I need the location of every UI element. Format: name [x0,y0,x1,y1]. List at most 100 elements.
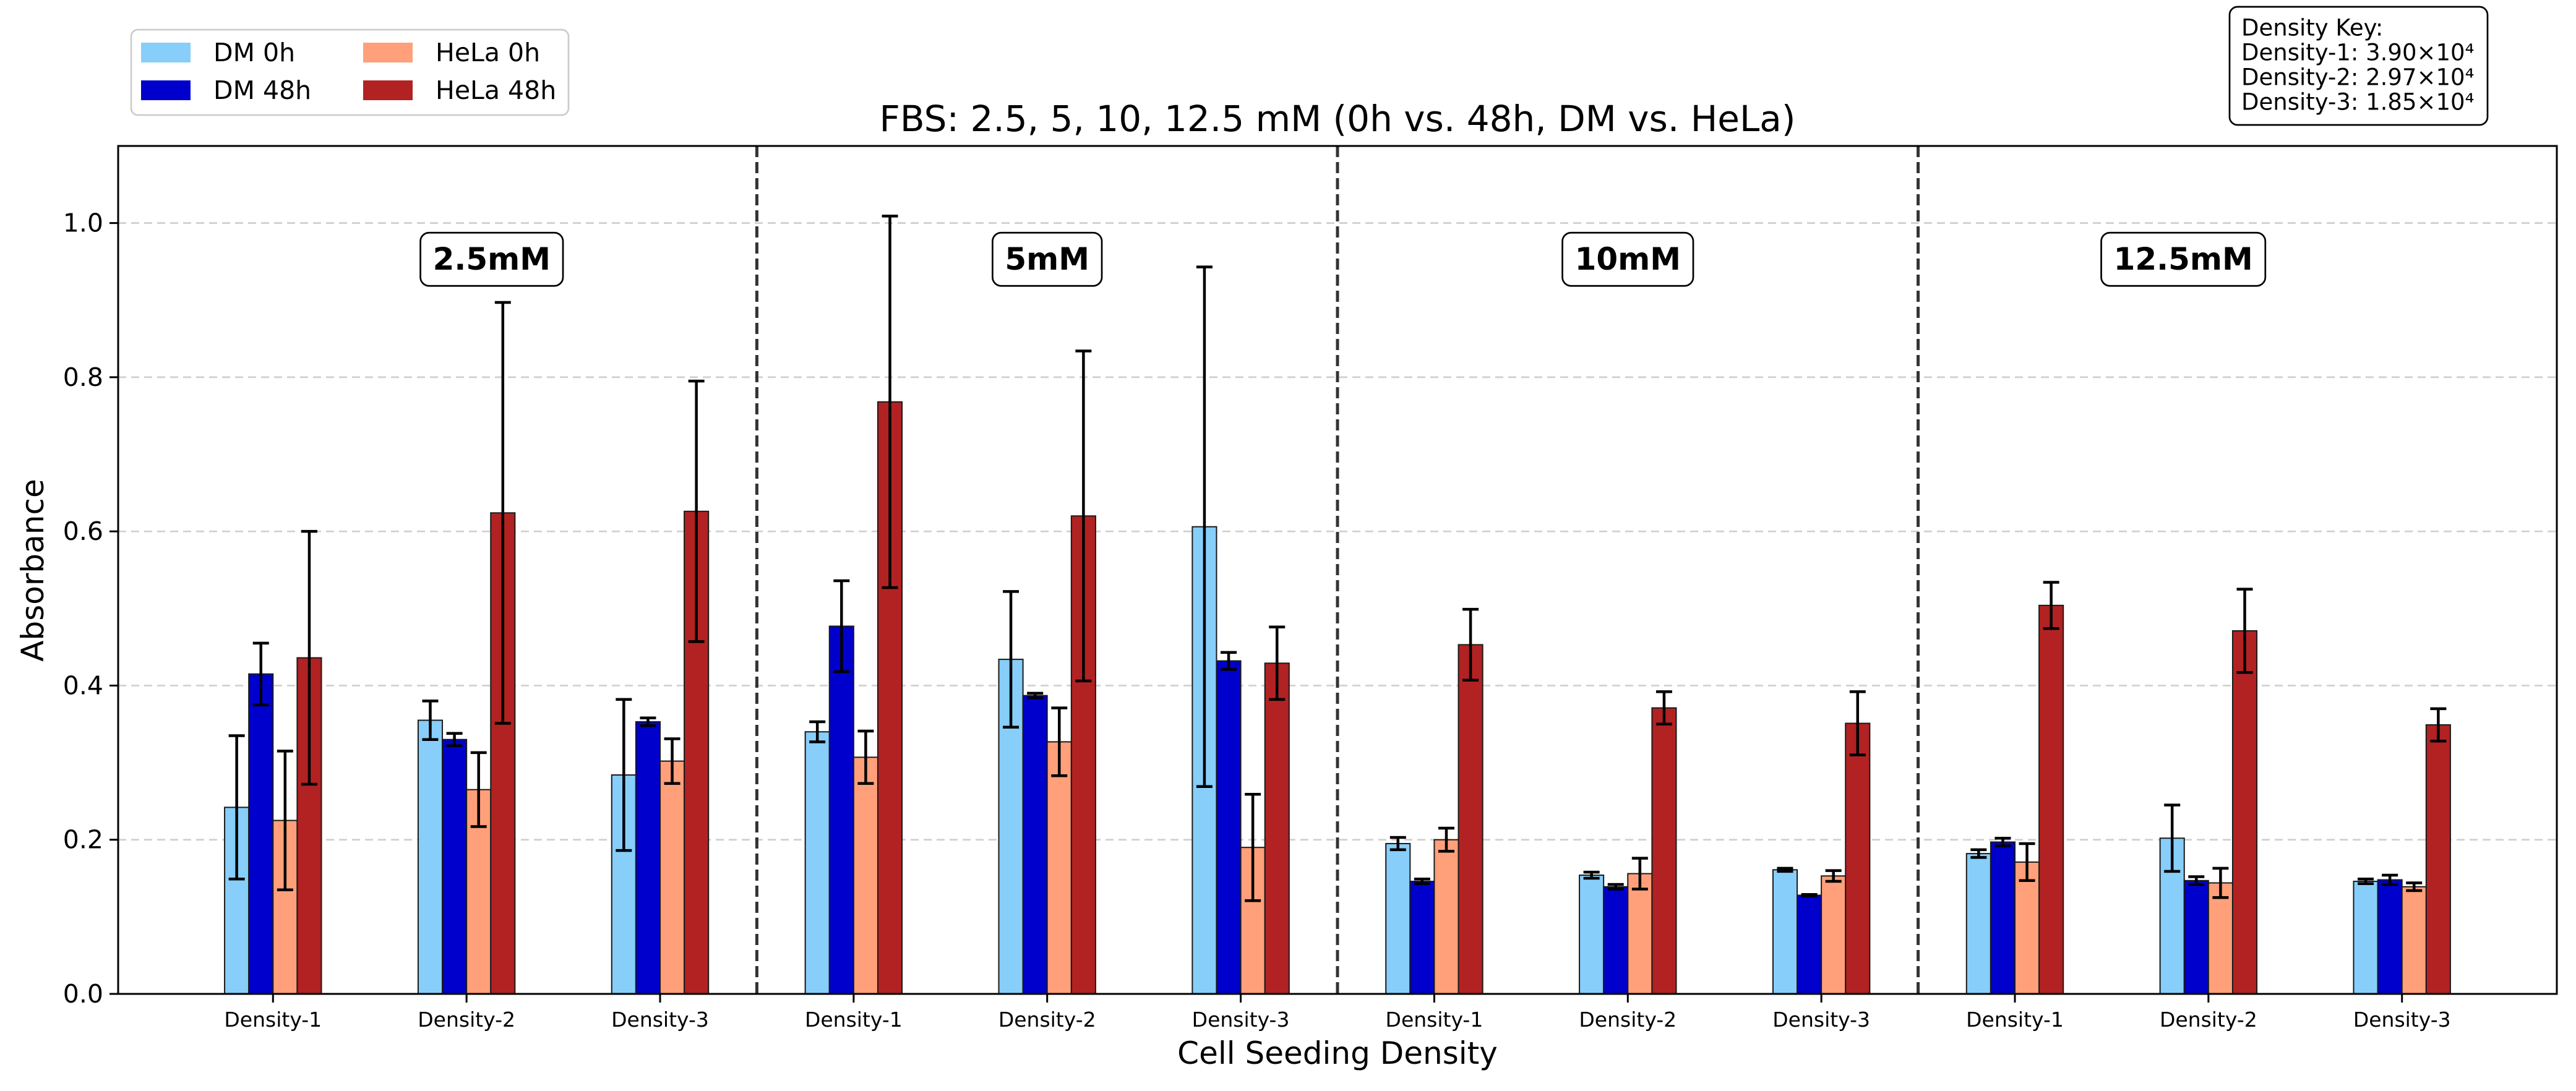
error-bar-hela-48h-12-5mm-density-1 [2043,581,2059,630]
error-bar-hela-0h-2-5mm-density-3 [664,737,680,785]
bar-dm-48h-10mm-density-3 [1797,894,1823,995]
group-label-box [2100,231,2267,287]
error-bar-dm-0h-10mm-density-2 [1583,870,1600,880]
error-bar-hela-0h-12-5mm-density-3 [2406,881,2423,892]
y-tick-label: 0.0 [63,979,103,1009]
error-bar-hela-0h-5mm-density-1 [857,729,874,785]
error-bar-hela-48h-2-5mm-density-1 [301,529,317,786]
group-label-box [992,231,1103,287]
bar-dm-0h-12-5mm-density-3 [2353,881,2379,995]
bar-hela-48h-2-5mm-density-3 [684,510,710,995]
error-bar-dm-0h-2-5mm-density-2 [422,700,439,741]
x-axis-label: Cell Seeding Density [1177,1035,1498,1071]
x-tick-label: Density-3 [2353,1008,2451,1032]
density-key-line: Density-1: 3.90×10⁴ [2241,40,2474,66]
group-dividers [755,146,1920,994]
bar-dm-0h-2-5mm-density-2 [417,719,444,995]
error-bar-dm-0h-2-5mm-density-1 [228,734,245,881]
x-tick-label: Density-3 [1772,1008,1870,1032]
error-bar-hela-0h-2-5mm-density-2 [470,751,487,828]
bar-dm-48h-10mm-density-2 [1603,886,1629,995]
error-bar-hela-0h-12-5mm-density-2 [2212,866,2229,899]
gridlines [118,222,2557,841]
error-bar-dm-48h-5mm-density-1 [833,579,850,674]
legend-item-hela-48h: HeLa 48h [363,75,556,105]
plot-frame [117,145,2558,995]
error-bar-dm-48h-12-5mm-density-2 [2188,875,2205,886]
error-bar-hela-48h-12-5mm-density-2 [2236,588,2253,674]
x-tick-label: Density-1 [1966,1008,2064,1032]
group-label-text: 10mM [1575,241,1681,277]
bar-dm-48h-12-5mm-density-2 [2183,879,2209,995]
group-label-box [1561,231,1694,287]
bar-hela-0h-2-5mm-density-3 [659,760,685,995]
bar-hela-48h-10mm-density-2 [1651,707,1677,995]
bar-hela-0h-10mm-density-3 [1821,875,1847,995]
bar-dm-0h-10mm-density-1 [1385,842,1411,995]
group-label-text: 2.5mM [433,241,551,277]
y-tick-label: 0.6 [63,516,103,546]
error-bar-dm-48h-10mm-density-1 [1414,878,1430,886]
legend-label: DM 48h [213,75,311,105]
error-bar-hela-48h-5mm-density-1 [882,215,898,589]
group-label-text: 5mM [1005,241,1089,277]
bar-dm-48h-2-5mm-density-1 [248,673,274,995]
density-key-line: Density-2: 2.97×10⁴ [2241,64,2474,91]
error-bar-hela-0h-5mm-density-3 [1245,792,1261,902]
bar-hela-0h-12-5mm-density-2 [2207,882,2233,995]
error-bar-dm-48h-2-5mm-density-1 [252,641,269,706]
error-bar-dm-48h-10mm-density-3 [1801,892,1818,897]
legend: DM 0h DM 48h HeLa 0h HeLa 48h [130,28,570,116]
legend-item-dm-48h: DM 48h [141,75,311,105]
bar-hela-48h-12-5mm-density-3 [2425,724,2451,995]
group-label-text: 12.5mM [2114,241,2253,277]
y-tick-label: 0.8 [63,362,103,392]
bar-dm-0h-5mm-density-1 [804,731,830,995]
x-tick-label: Density-2 [998,1008,1096,1032]
error-bar-dm-48h-2-5mm-density-2 [446,732,463,747]
error-bar-dm-0h-2-5mm-density-3 [616,698,632,852]
bar-hela-0h-12-5mm-density-3 [2401,886,2427,995]
error-bar-hela-48h-5mm-density-3 [1269,625,1286,701]
y-tick-label: 0.2 [63,825,103,855]
bar-dm-0h-12-5mm-density-1 [1965,853,1991,995]
error-bar-hela-48h-10mm-density-1 [1462,607,1479,682]
bar-dm-0h-10mm-density-3 [1772,869,1798,995]
x-tick-label: Density-2 [2160,1008,2257,1032]
error-bar-hela-0h-12-5mm-density-1 [2019,842,2035,883]
error-bar-dm-48h-2-5mm-density-3 [640,716,656,727]
error-bar-hela-48h-10mm-density-2 [1655,690,1672,726]
error-bar-dm-0h-5mm-density-2 [1003,590,1020,729]
x-tick-label: Density-3 [1192,1008,1290,1032]
y-tick-label: 1.0 [63,208,103,238]
bar-dm-48h-10mm-density-1 [1409,881,1435,995]
bar-dm-48h-5mm-density-3 [1216,660,1242,995]
error-bar-hela-0h-10mm-density-3 [1825,869,1842,883]
error-bar-dm-48h-12-5mm-density-3 [2382,873,2398,886]
error-bar-dm-48h-5mm-density-3 [1221,651,1237,671]
bar-dm-48h-5mm-density-2 [1022,695,1048,995]
error-bar-dm-0h-12-5mm-density-3 [2358,878,2374,886]
group-labels: 2.5mM 5mM 10mM 12.5mM [419,231,2267,287]
bar-dm-48h-5mm-density-1 [828,625,854,995]
density-key-line: Density-3: 1.85×10⁴ [2241,89,2474,116]
x-tick-label: Density-2 [418,1008,515,1032]
error-bar-dm-0h-5mm-density-3 [1196,265,1213,788]
x-tick-label: Density-1 [224,1008,322,1032]
error-bar-dm-0h-12-5mm-density-2 [2164,803,2181,873]
error-bar-dm-48h-10mm-density-2 [1607,883,1624,891]
bar-dm-48h-2-5mm-density-3 [635,721,661,995]
group-label-2-5mm: 2.5mM [419,231,564,287]
error-bar-hela-0h-10mm-density-1 [1438,826,1454,853]
error-bar-dm-48h-5mm-density-2 [1027,691,1044,700]
error-bars [228,215,2447,902]
legend-swatch [363,80,413,100]
density-key-frame [2228,6,2489,126]
legend-swatch [141,80,191,100]
axis-ticks: 0.0 0.2 0.4 0.6 0.8 1.0 Density-1 Density-2 Dens… [63,208,2451,1032]
bar-hela-48h-12-5mm-density-1 [2038,604,2064,995]
group-label-5mm: 5mM [992,231,1103,287]
legend-label: DM 0h [213,38,295,67]
bar-hela-0h-12-5mm-density-1 [2014,861,2040,995]
error-bar-dm-0h-5mm-density-1 [809,720,826,743]
